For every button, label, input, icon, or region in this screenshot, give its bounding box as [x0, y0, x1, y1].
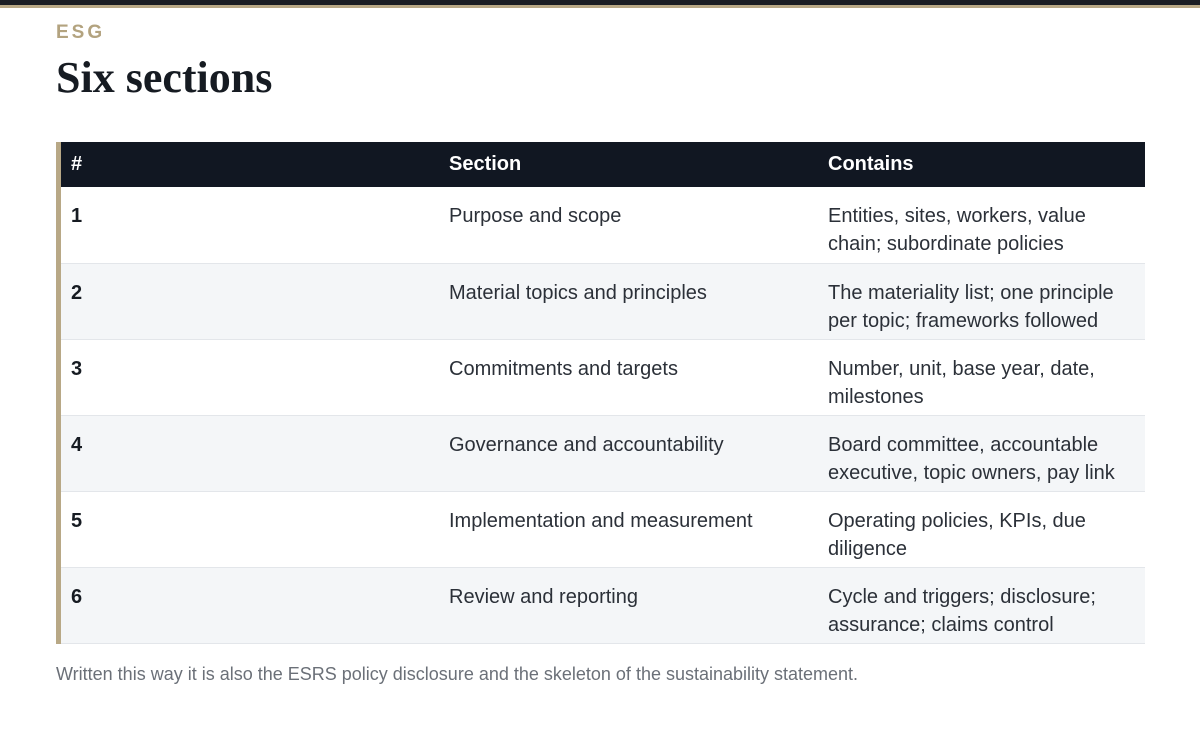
row-section: Review and reporting — [449, 585, 638, 608]
header-number: # — [71, 153, 83, 175]
table-row: 2 Material topics and principles The mat… — [61, 263, 1145, 339]
top-accent-bar — [0, 0, 1200, 10]
page-title: Six sections — [56, 53, 273, 102]
row-contains: The materiality list; one principle per … — [828, 281, 1114, 332]
row-number: 3 — [71, 357, 83, 380]
row-number: 4 — [71, 433, 83, 456]
row-contains: Board committee, accountable executive, … — [828, 433, 1115, 484]
row-section: Material topics and principles — [449, 281, 707, 304]
table-row: 4 Governance and accountability Board co… — [61, 415, 1145, 491]
sections-table: # Section Contains 1 Purpose and scope E… — [61, 142, 1145, 644]
header-section: Section — [449, 153, 522, 175]
row-number: 6 — [71, 585, 83, 608]
row-section: Commitments and targets — [449, 357, 678, 380]
row-section: Implementation and measurement — [449, 509, 753, 532]
row-section: Purpose and scope — [449, 205, 622, 227]
row-contains: Cycle and triggers; disclosure; assuranc… — [828, 585, 1096, 636]
sections-table-container: # Section Contains 1 Purpose and scope E… — [56, 142, 1145, 644]
table-body: 1 Purpose and scope Entities, sites, wor… — [61, 187, 1145, 643]
table-header-row: # Section Contains — [61, 142, 1145, 187]
eyebrow-label: ESG — [56, 22, 106, 43]
table-row: 1 Purpose and scope Entities, sites, wor… — [61, 187, 1145, 263]
table-header: # Section Contains — [61, 142, 1145, 187]
header-contains: Contains — [828, 153, 914, 175]
footnote: Written this way it is also the ESRS pol… — [56, 664, 859, 684]
row-contains: Operating policies, KPIs, due diligence — [828, 509, 1086, 560]
table-row: 5 Implementation and measurement Operati… — [61, 491, 1145, 567]
row-number: 2 — [71, 281, 83, 304]
table-row: 3 Commitments and targets Number, unit, … — [61, 339, 1145, 415]
row-section: Governance and accountability — [449, 433, 724, 456]
row-contains: Number, unit, base year, date, milestone… — [828, 357, 1095, 408]
table-row: 6 Review and reporting Cycle and trigger… — [61, 567, 1145, 643]
row-number: 1 — [71, 205, 83, 227]
row-contains: Entities, sites, workers, value chain; s… — [828, 205, 1086, 255]
row-number: 5 — [71, 509, 83, 532]
